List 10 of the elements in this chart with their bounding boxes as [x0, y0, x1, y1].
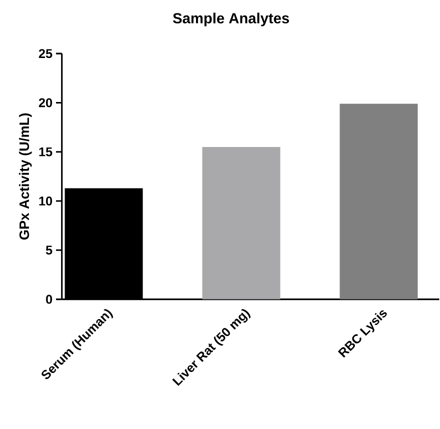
- chart-title: Sample Analytes: [172, 12, 289, 26]
- bar: [202, 146, 280, 300]
- y-tick-label: 25: [38, 49, 52, 58]
- y-tick-label: 20: [38, 98, 52, 108]
- y-tick-label: 15: [39, 147, 52, 156]
- y-axis-title: GPx Activity (U/mL): [19, 113, 32, 240]
- y-tick-label: 5: [46, 246, 52, 255]
- y-tick-label: 0: [46, 294, 52, 304]
- y-tick-label: 10: [39, 196, 52, 206]
- bar: [340, 104, 418, 300]
